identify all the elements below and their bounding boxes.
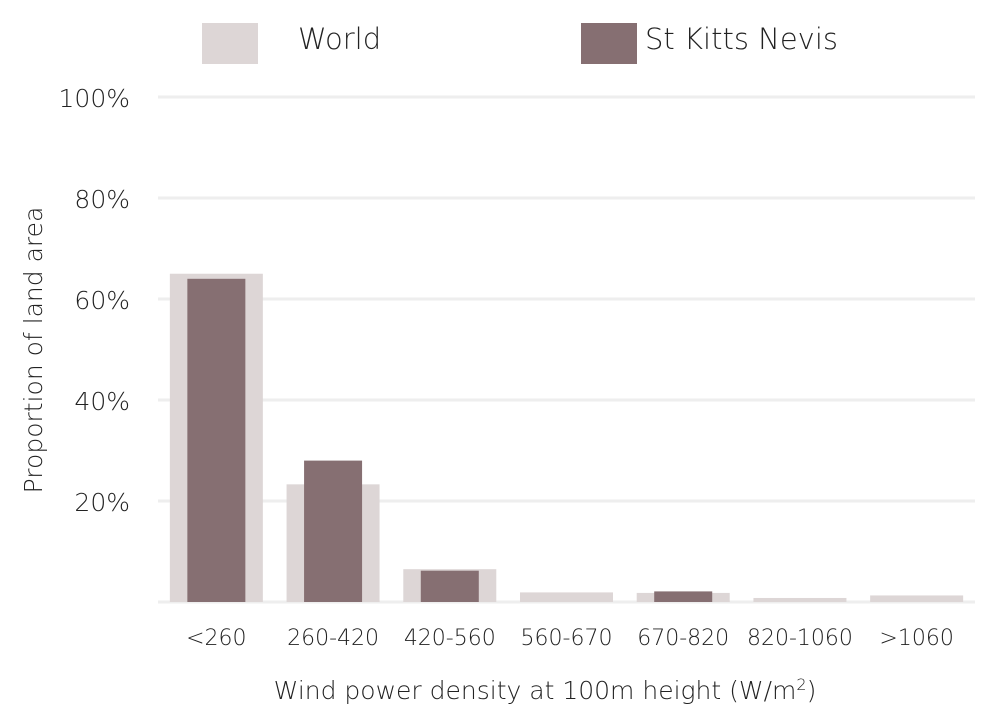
country-bars	[187, 278, 713, 602]
y-axis-label: Proportion of land area	[19, 207, 48, 494]
x-tick-label: 670-820	[637, 626, 729, 651]
x-axis-ticks: <260 260-420 420-560 560-670 670-820 820-1060…	[186, 626, 954, 651]
legend-swatch	[202, 23, 258, 64]
legend: World St Kitts Nevis	[202, 22, 838, 64]
y-tick-label: 100%	[59, 84, 130, 113]
x-axis-label-suffix: )	[807, 676, 817, 705]
legend-label: St Kitts Nevis	[645, 22, 838, 56]
x-tick-label: 260-420	[287, 626, 379, 651]
y-tick-label: 40%	[74, 387, 130, 416]
x-axis-label-superscript: 2	[796, 675, 806, 694]
legend-swatch	[581, 23, 637, 64]
x-tick-label: <260	[186, 626, 246, 651]
bar-st-kitts-nevis	[420, 570, 479, 602]
bar-world	[753, 597, 847, 602]
gridlines	[158, 95, 975, 604]
legend-label: World	[298, 22, 381, 56]
x-axis-label-main: Wind power density at 100m height (W/m	[274, 676, 797, 705]
x-tick-label: 420-560	[404, 626, 496, 651]
bar-st-kitts-nevis	[304, 460, 363, 602]
y-tick-label: 60%	[74, 286, 130, 315]
x-axis-label: Wind power density at 100m height (W/m2)	[274, 675, 817, 705]
bar-world	[870, 595, 964, 602]
x-tick-label: 820-1060	[747, 626, 853, 651]
x-tick-label: 560-670	[521, 626, 613, 651]
bar-st-kitts-nevis	[187, 278, 246, 602]
world-bars	[169, 273, 964, 602]
x-tick-label: >1060	[879, 626, 953, 651]
y-tick-label: 20%	[74, 488, 130, 517]
bar-world	[520, 592, 613, 602]
y-tick-label: 80%	[74, 185, 130, 214]
bar-st-kitts-nevis	[654, 591, 713, 602]
y-axis-ticks: 20% 40% 60% 80% 100%	[59, 84, 130, 517]
